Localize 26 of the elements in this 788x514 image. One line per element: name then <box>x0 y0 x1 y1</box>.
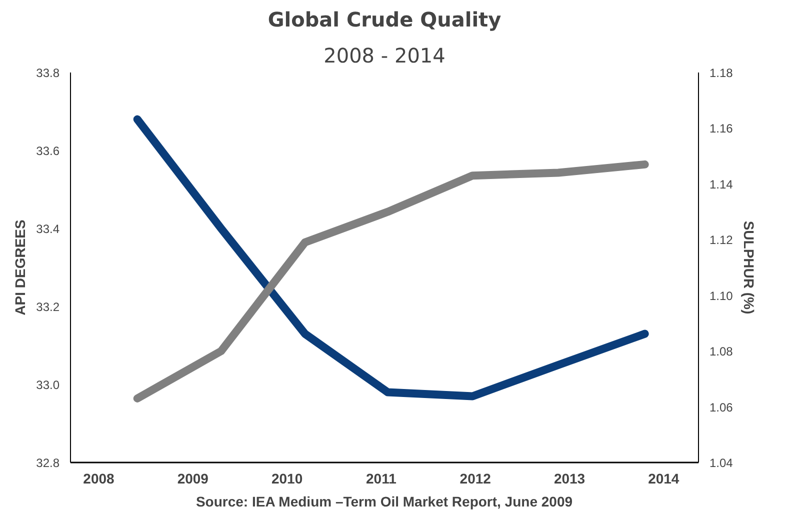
source-note: Source: IEA Medium –Term Oil Market Report, June 2009 <box>196 494 573 510</box>
y2-tick-label: 1.04 <box>710 456 734 470</box>
x-tick-label: 2011 <box>366 470 397 486</box>
x-tick-label: 2008 <box>83 470 115 486</box>
y2-tick-label: 1.10 <box>710 288 734 303</box>
y2-tick-label: 1.12 <box>710 233 734 248</box>
y-tick-label: 33.8 <box>36 66 60 80</box>
y2-tick-label: 1.18 <box>710 66 734 80</box>
y-tick-label: 33.2 <box>36 300 60 314</box>
chart-title: Global Crude Quality <box>268 8 502 32</box>
x-tick-label: 2009 <box>177 470 209 486</box>
y-tick-label: 33.0 <box>36 378 60 392</box>
y-axis-title: API DEGREES <box>12 220 28 316</box>
y-tick-label: 33.4 <box>36 222 60 236</box>
y2-tick-label: 1.16 <box>710 122 734 136</box>
y2-tick-label: 1.14 <box>710 177 734 192</box>
y-tick-label: 33.6 <box>36 144 60 158</box>
x-tick-label: 2010 <box>271 470 303 486</box>
chart-subtitle: 2008 - 2014 <box>324 44 446 68</box>
x-tick-label: 2014 <box>648 470 680 486</box>
y2-tick-label: 1.08 <box>710 344 734 359</box>
y2-axis-title: SULPHUR (%) <box>740 220 757 314</box>
x-tick-label: 2012 <box>460 470 492 486</box>
x-tick-label: 2013 <box>554 470 586 486</box>
y-tick-label: 32.8 <box>36 456 60 470</box>
y2-tick-label: 1.06 <box>710 400 734 414</box>
